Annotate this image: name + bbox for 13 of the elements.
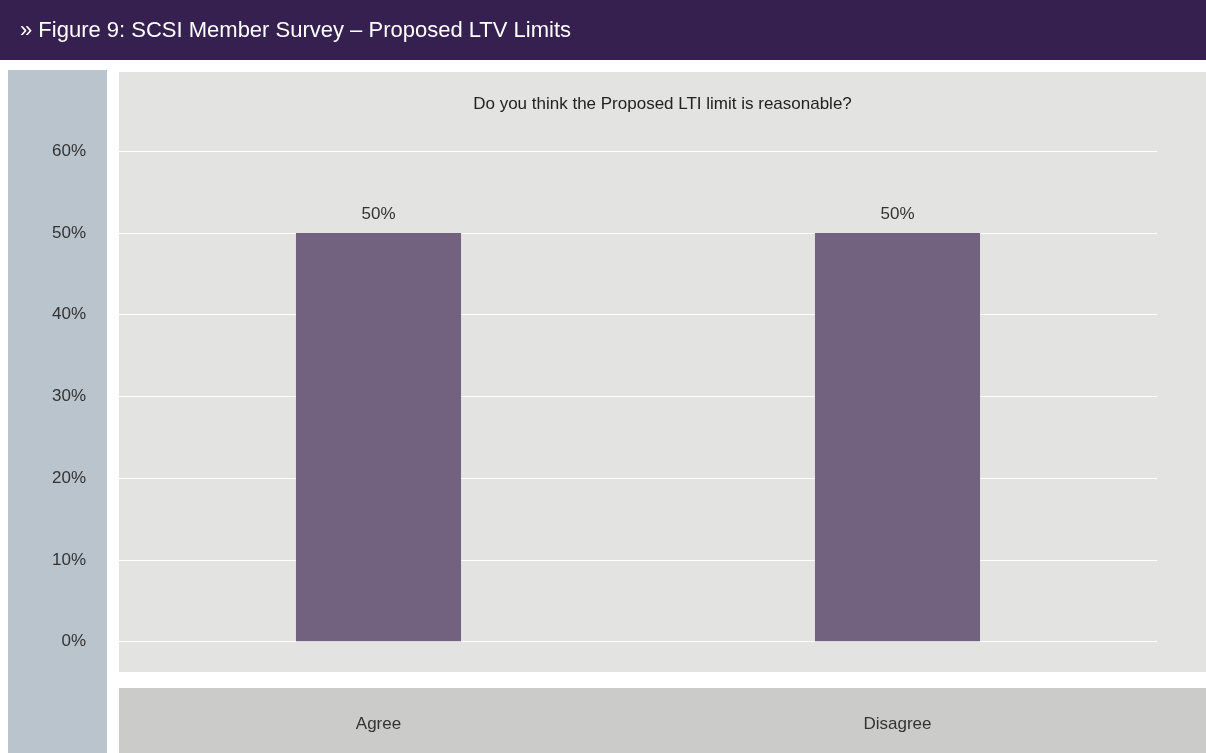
y-tick-label: 20% bbox=[51, 467, 86, 487]
data-label: 50% bbox=[880, 204, 915, 224]
data-label: 50% bbox=[361, 204, 396, 224]
x-tick-label: Disagree bbox=[863, 713, 932, 733]
y-tick-label: 0% bbox=[61, 631, 86, 651]
text: Do you think the Proposed LTI limit is reasonable? bbox=[472, 94, 853, 114]
y-tick-label: 10% bbox=[51, 549, 86, 569]
y-tick-label: 60% bbox=[51, 140, 86, 160]
x-tick-label: Agree bbox=[355, 713, 402, 733]
y-tick-label: 50% bbox=[51, 222, 86, 242]
y-tick-label: 30% bbox=[51, 386, 86, 406]
y-tick-label: 40% bbox=[51, 304, 86, 324]
chart-title: » Figure 9: SCSI Member Survey – Proposed LTV Limits bbox=[0, 0, 1206, 60]
